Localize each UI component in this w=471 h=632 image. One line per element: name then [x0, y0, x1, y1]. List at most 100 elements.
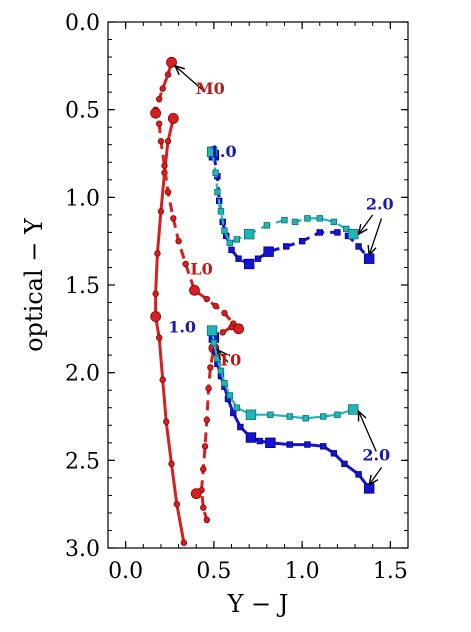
- data-point: [206, 325, 218, 336]
- data-point: [316, 229, 323, 236]
- annotation-arrow: [175, 66, 206, 93]
- data-point: [200, 465, 207, 473]
- data-point: [302, 415, 309, 422]
- data-point: [298, 237, 306, 245]
- data-point: [182, 260, 189, 268]
- series-layer: [150, 56, 375, 546]
- tick-layer: 0.0 0.5 1.0 1.5 0.0 0.5 1.0 1.5 2.0 2.5 3.0: [65, 11, 409, 584]
- data-point: [190, 488, 202, 500]
- data-point: [286, 441, 293, 448]
- data-point: [228, 323, 235, 331]
- data-point: [243, 258, 255, 270]
- annotation-label: 1.0: [209, 142, 237, 161]
- data-point: [320, 443, 327, 450]
- data-point: [221, 379, 228, 387]
- data-point: [189, 284, 200, 296]
- data-point: [203, 295, 211, 303]
- annotation-layer: M0 L0 T0 1.0 1.0 2.0 2.0: [168, 66, 394, 485]
- data-point: [200, 504, 207, 511]
- y-tick-label: 2.5: [65, 449, 100, 474]
- data-point: [221, 309, 228, 317]
- data-point: [152, 290, 159, 297]
- data-point: [155, 120, 163, 127]
- data-point: [150, 311, 162, 322]
- annotation-label: 2.0: [366, 195, 394, 214]
- data-point: [157, 208, 165, 215]
- data-point: [243, 228, 255, 240]
- data-point: [203, 416, 211, 424]
- data-point: [226, 239, 233, 247]
- data-point: [226, 392, 233, 399]
- data-point: [170, 215, 177, 222]
- data-point: [283, 243, 290, 250]
- data-point: [221, 227, 228, 234]
- data-point: [235, 255, 242, 262]
- x-tick-label: 1.0: [285, 559, 320, 584]
- data-point: [201, 443, 209, 450]
- data-point: [286, 413, 293, 420]
- data-point: [164, 71, 172, 78]
- annotation-label: T0: [218, 351, 241, 370]
- y-tick-label: 0.5: [65, 99, 100, 124]
- data-point: [355, 243, 362, 250]
- data-point: [334, 229, 341, 236]
- annotation-label: L0: [190, 259, 212, 278]
- data-point: [155, 95, 163, 103]
- data-point: [164, 188, 172, 196]
- data-point: [159, 376, 166, 383]
- data-point: [363, 253, 375, 264]
- data-point: [267, 411, 274, 418]
- data-point: [212, 169, 219, 176]
- data-point: [348, 228, 359, 240]
- data-point: [214, 188, 221, 196]
- data-point: [233, 404, 241, 411]
- data-point: [330, 218, 338, 226]
- data-point: [175, 237, 182, 245]
- data-point: [341, 460, 348, 468]
- data-point: [157, 138, 165, 145]
- series-line: [211, 330, 354, 420]
- data-point: [320, 413, 327, 420]
- data-point: [228, 246, 235, 254]
- data-point: [233, 236, 241, 243]
- data-point: [348, 404, 359, 415]
- data-point: [245, 432, 257, 443]
- data-point: [304, 441, 311, 448]
- data-point: [363, 483, 375, 494]
- annotation-label: M0: [196, 79, 225, 98]
- y-tick-label: 3.0: [65, 537, 100, 562]
- data-point: [263, 222, 271, 229]
- x-tick-label: 1.5: [373, 559, 408, 584]
- data-point: [212, 302, 219, 310]
- data-point: [233, 323, 244, 335]
- annotation-arrow: [359, 214, 374, 234]
- data-point: [206, 146, 218, 157]
- data-point: [159, 85, 166, 92]
- series-line: [211, 151, 354, 244]
- data-point: [263, 246, 274, 257]
- data-point: [265, 437, 276, 449]
- data-point: [154, 250, 161, 257]
- data-point: [217, 208, 225, 215]
- data-point: [237, 423, 244, 431]
- data-point: [167, 113, 179, 124]
- data-point: [150, 107, 162, 119]
- data-point: [230, 409, 237, 417]
- data-point: [161, 162, 168, 169]
- plot-frame: [107, 21, 409, 549]
- data-point: [256, 437, 263, 445]
- series-5: [208, 150, 375, 270]
- series-2: [150, 56, 244, 524]
- data-point: [217, 367, 225, 375]
- data-point: [207, 364, 214, 371]
- data-point: [173, 500, 181, 508]
- y-tick-label: 1.0: [65, 186, 100, 211]
- y-axis-label: optical − Y: [20, 217, 48, 352]
- annotation-arrow: [217, 350, 229, 363]
- data-point: [330, 450, 338, 457]
- data-point: [164, 138, 172, 145]
- annotation-arrow: [369, 218, 383, 255]
- data-point: [334, 411, 341, 418]
- x-axis-label: Y − J: [227, 590, 289, 618]
- data-point: [205, 385, 212, 392]
